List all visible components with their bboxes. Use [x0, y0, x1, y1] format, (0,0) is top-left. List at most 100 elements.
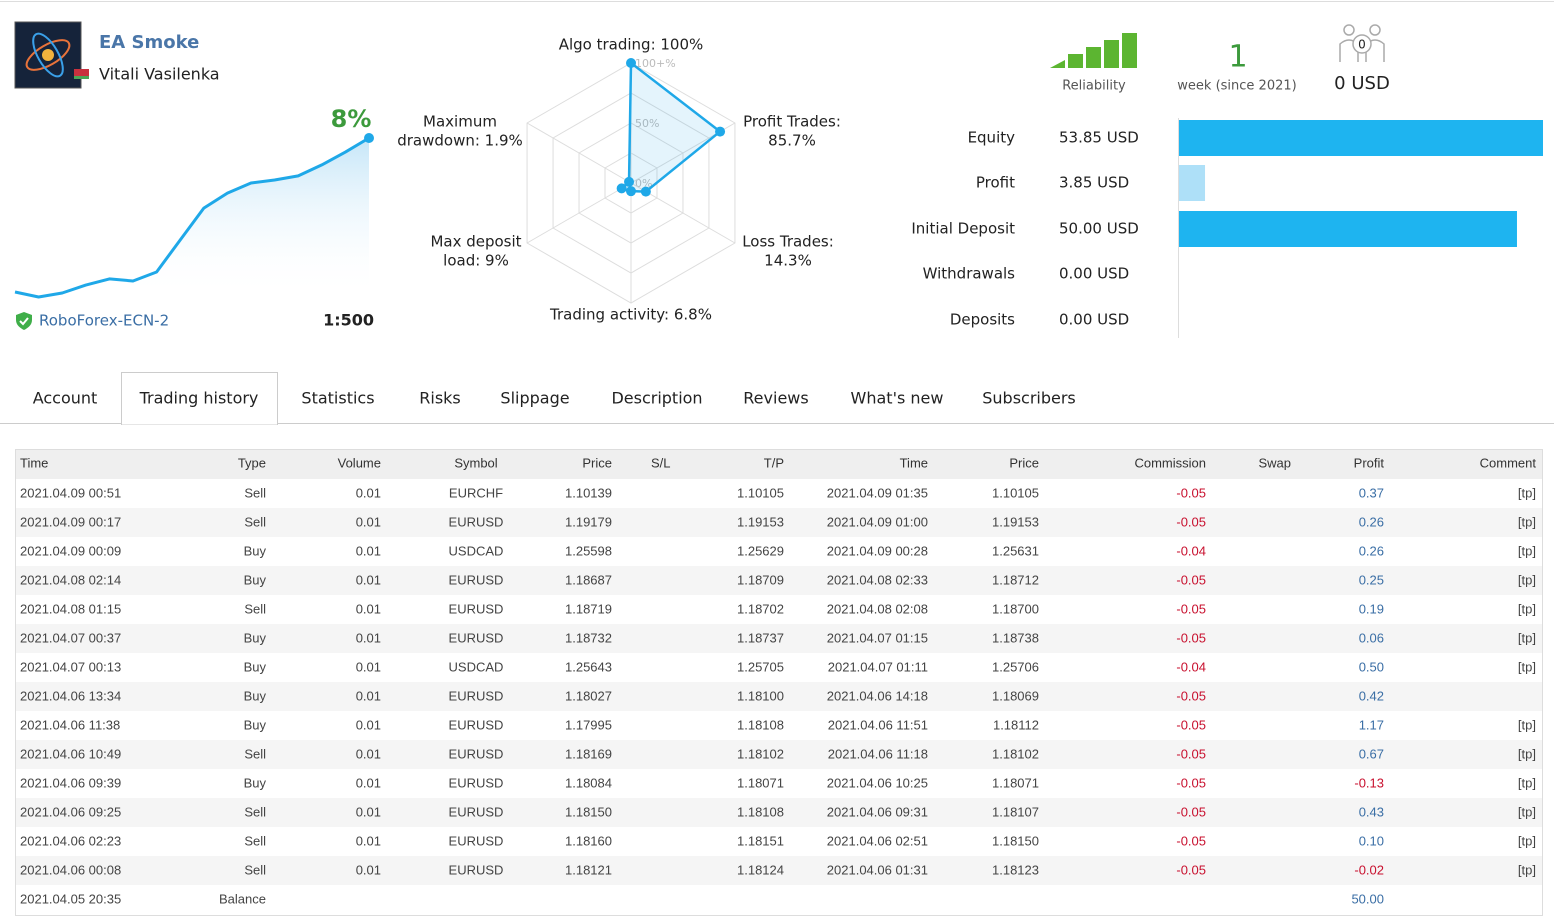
column-header: Price [1009, 455, 1039, 470]
growth-area [15, 138, 369, 297]
tab[interactable]: What's new [851, 389, 944, 408]
table-cell: -0.05 [1176, 688, 1206, 703]
tab[interactable]: Trading history [139, 389, 259, 408]
table-cell: [tp] [1518, 659, 1536, 674]
tab[interactable]: Subscribers [982, 389, 1076, 408]
ea-name[interactable]: EA Smoke [99, 32, 199, 53]
table-cell: Sell [244, 833, 266, 848]
trade-table: Time Type Volume Symbol Price S/L T/P Time Price… [16, 455, 1542, 906]
growth-end-point [364, 133, 374, 143]
balance-label: Initial Deposit [911, 220, 1015, 238]
tab[interactable]: Risks [419, 389, 461, 408]
table-cell: [tp] [1518, 862, 1536, 877]
radar-label: Loss Trades: [742, 233, 834, 251]
table-cell: 1.18712 [992, 572, 1039, 587]
table-cell: 1.18737 [737, 630, 784, 645]
table-cell: 2021.04.06 10:25 [827, 775, 928, 790]
table-cell: -0.05 [1176, 775, 1206, 790]
row-stripe [16, 856, 1542, 885]
table-cell: 0.19 [1359, 601, 1384, 616]
table-cell: Buy [244, 630, 267, 645]
table-cell: 0.01 [356, 746, 381, 761]
table-cell: USDCAD [449, 659, 504, 674]
table-cell: 2021.04.07 01:15 [827, 630, 928, 645]
table-cell: 0.10 [1359, 833, 1384, 848]
balance-value: 0.00 USD [1059, 311, 1129, 329]
table-cell: -0.05 [1176, 717, 1206, 732]
table-cell: 1.18027 [565, 688, 612, 703]
table-cell: 0.67 [1359, 746, 1384, 761]
column-header: Type [238, 455, 266, 470]
table-cell: 2021.04.06 13:34 [20, 688, 121, 703]
radar-point [616, 183, 627, 194]
reliability-label: Reliability [1062, 79, 1126, 94]
table-cell: 1.18107 [992, 804, 1039, 819]
table-cell: 1.18738 [992, 630, 1039, 645]
table-cell: 0.01 [356, 485, 381, 500]
column-header: Symbol [454, 455, 497, 470]
table-cell: 0.01 [356, 804, 381, 819]
table-cell: [tp] [1518, 485, 1536, 500]
table-cell: 2021.04.06 09:25 [20, 804, 121, 819]
tab[interactable]: Account [33, 389, 98, 408]
radar-tick-label: 50% [635, 117, 659, 130]
table-cell: 2021.04.06 02:51 [827, 833, 928, 848]
balance-value: 0.00 USD [1059, 265, 1129, 283]
table-cell: 0.01 [356, 543, 381, 558]
table-cell: -0.04 [1176, 543, 1206, 558]
tab[interactable]: Reviews [743, 389, 808, 408]
balance-bar [1179, 165, 1206, 201]
table-cell: 1.18108 [737, 717, 784, 732]
table-cell: -0.13 [1354, 775, 1384, 790]
table-cell: EURCHF [449, 485, 503, 500]
table-cell: 1.17995 [565, 717, 612, 732]
table-cell: 0.37 [1359, 485, 1384, 500]
radar-point [640, 186, 651, 197]
table-cell: -0.05 [1176, 572, 1206, 587]
author[interactable]: Vitali Vasilenka [99, 65, 220, 84]
table-cell: Buy [244, 775, 267, 790]
table-cell: EURUSD [449, 514, 504, 529]
radar-area [619, 60, 723, 193]
table-cell: [tp] [1518, 572, 1536, 587]
table-cell: Buy [244, 543, 267, 558]
radar-label: Algo trading: 100% [559, 36, 704, 54]
table-cell: [tp] [1518, 543, 1536, 558]
table-cell: -0.05 [1176, 485, 1206, 500]
table-cell: 1.25598 [565, 543, 612, 558]
column-header: Commission [1134, 455, 1206, 470]
table-cell: -0.05 [1176, 630, 1206, 645]
broker[interactable]: RoboForex-ECN-2 [39, 312, 169, 330]
table-cell: 1.19153 [992, 514, 1039, 529]
tab[interactable]: Slippage [500, 389, 569, 408]
radar-spoke [526, 182, 632, 244]
table-cell: 2021.04.06 10:49 [20, 746, 121, 761]
row-stripe [16, 508, 1542, 537]
column-header: Time [900, 455, 928, 470]
balance-value: 53.85 USD [1059, 129, 1139, 147]
radar-label: Profit Trades: [743, 113, 841, 131]
radar-point [626, 186, 636, 197]
table-cell: EURUSD [449, 630, 504, 645]
table-cell: 1.18123 [992, 862, 1039, 877]
table-cell: 1.18709 [737, 572, 784, 587]
radar-label: drawdown: 1.9% [397, 132, 523, 150]
tab[interactable]: Description [611, 389, 702, 408]
radar-point [626, 58, 636, 68]
radar-label: 14.3% [764, 252, 812, 270]
subscribers-count: 0 [1358, 38, 1366, 52]
weeks-label: week (since 2021) [1177, 79, 1296, 94]
table-cell: 2021.04.07 01:11 [828, 659, 928, 674]
table-cell: 2021.04.06 11:38 [20, 717, 120, 732]
table-cell: [tp] [1518, 514, 1536, 529]
table-cell: EURUSD [449, 688, 504, 703]
column-header: S/L [651, 455, 671, 470]
radar-spoke [526, 122, 632, 184]
table-cell: [tp] [1518, 833, 1536, 848]
table-cell: 2021.04.09 00:51 [20, 485, 121, 500]
table-cell: 1.18151 [737, 833, 784, 848]
table-cell: 1.18160 [565, 833, 612, 848]
table-cell: -0.05 [1176, 746, 1206, 761]
table-cell: Balance [219, 891, 266, 906]
tab[interactable]: Statistics [301, 389, 374, 408]
